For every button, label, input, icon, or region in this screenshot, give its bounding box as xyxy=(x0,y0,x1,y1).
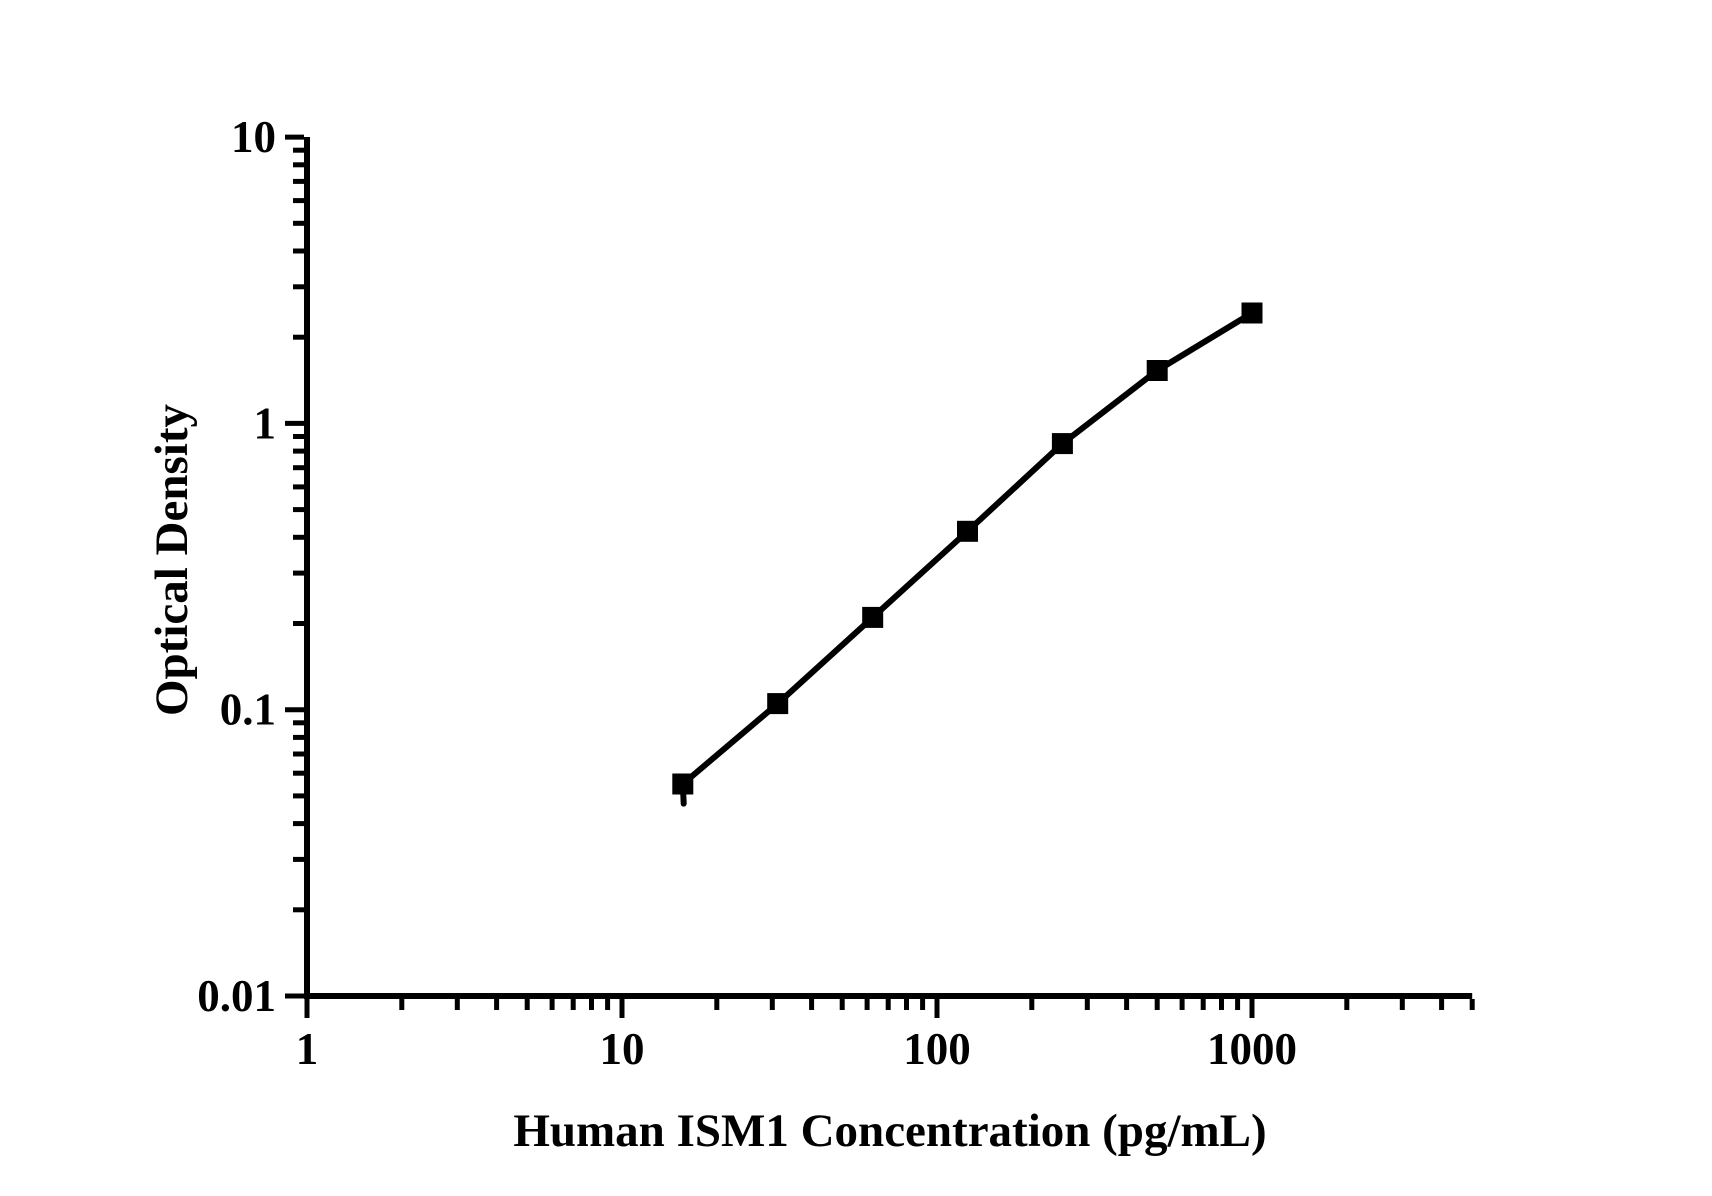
x-tick-label: 10 xyxy=(600,1024,645,1074)
y-tick-label: 0.01 xyxy=(197,971,276,1021)
data-point-marker xyxy=(957,520,978,542)
x-tick-label: 1 xyxy=(296,1024,319,1074)
x-tick-label: 1000 xyxy=(1207,1024,1297,1074)
data-point-marker xyxy=(1051,433,1073,455)
y-tick-label: 10 xyxy=(231,112,276,162)
y-tick-label: 1 xyxy=(254,398,277,448)
y-axis-title: Optical Density xyxy=(146,403,198,717)
y-tick-label: 0.1 xyxy=(220,685,276,735)
standard-curve-line xyxy=(679,310,1255,807)
data-point-marker xyxy=(862,606,884,628)
data-point-marker xyxy=(672,773,694,795)
data-point-marker xyxy=(1241,302,1263,324)
x-tick-label: 100 xyxy=(903,1024,971,1074)
data-point-marker xyxy=(767,693,789,715)
data-point-marker xyxy=(1146,360,1168,381)
axis-frame xyxy=(304,137,1473,999)
x-axis-title: Human ISM1 Concentration (pg/mL) xyxy=(513,1105,1267,1157)
